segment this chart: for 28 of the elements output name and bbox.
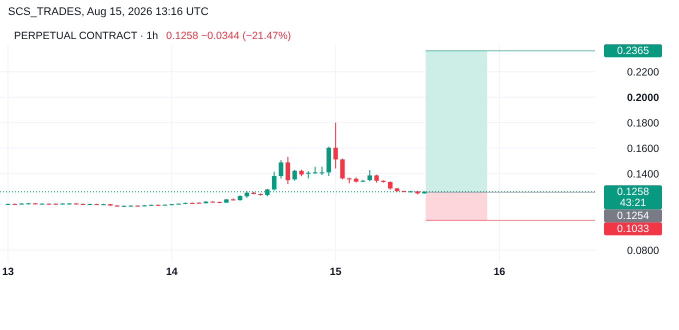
chart-subtitle: 0.1258 −0.0344 (−21.47%) xyxy=(166,30,292,42)
y-tick-label: 0.2000 xyxy=(626,92,660,104)
x-tick-label: 13 xyxy=(2,266,14,278)
y-tick-label: 0.0800 xyxy=(626,245,660,258)
candlestick xyxy=(340,158,345,180)
ref-line-label: 0.2365 xyxy=(616,45,650,58)
x-tick-label: 14 xyxy=(166,266,178,278)
y-tick-label: 0.1800 xyxy=(626,118,660,130)
text: SCS_TRADES, Aug 15, 2026 13:16 UTC xyxy=(8,6,209,18)
ref-line-label: 0.1254 xyxy=(616,210,650,222)
x-tick-label: 15 xyxy=(330,266,342,278)
candlestick xyxy=(333,122,338,169)
candlestick xyxy=(292,169,297,182)
candlestick xyxy=(312,166,318,174)
candlestick xyxy=(367,170,372,182)
y-tick-label: 0.1400 xyxy=(626,168,660,181)
ref-line-label: 0.1258 xyxy=(616,186,650,198)
chart-title: PERPETUAL CONTRACT · 1h xyxy=(14,30,158,42)
candlestick xyxy=(347,177,352,184)
ref-line-label: 0.1033 xyxy=(616,223,650,236)
y-tick-label: 0.1600 xyxy=(626,143,660,156)
x-tick-label: 16 xyxy=(494,266,506,278)
candlestick xyxy=(278,160,284,179)
y-tick-label: 0.2200 xyxy=(626,66,660,79)
text: 43:21 xyxy=(620,197,646,210)
candlestick xyxy=(286,156,290,185)
candlestick xyxy=(320,166,324,176)
candlestick xyxy=(306,170,311,179)
